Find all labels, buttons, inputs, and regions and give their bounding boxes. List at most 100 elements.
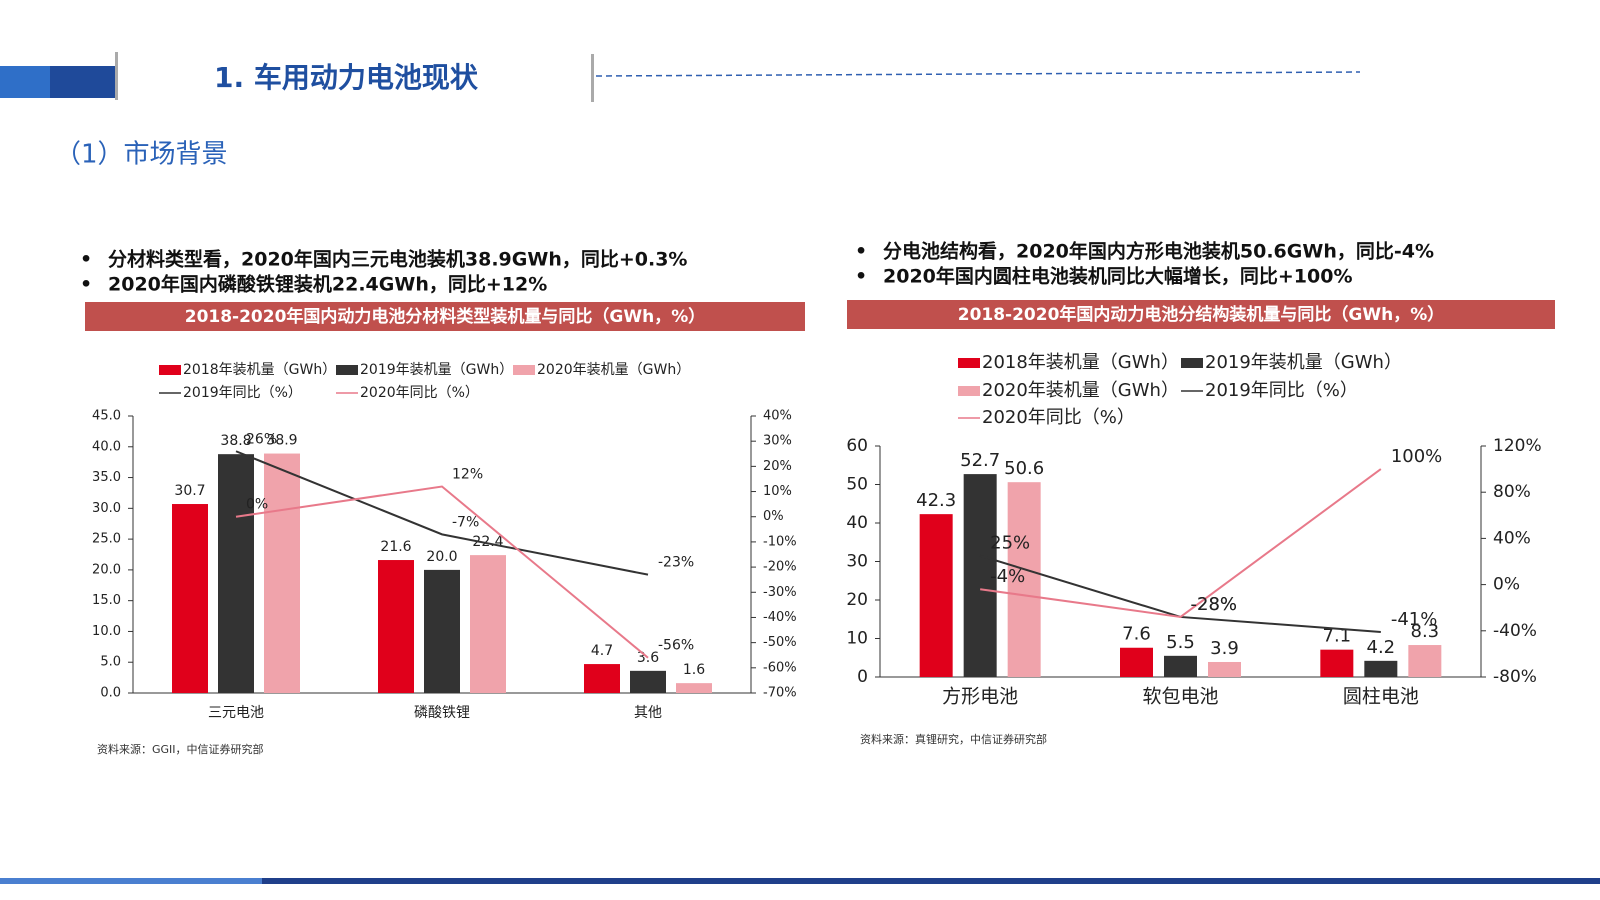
y2-tick-label: 0%: [1493, 575, 1520, 595]
legend-label: 2020年装机量（GWh）: [982, 380, 1179, 401]
bar: [424, 569, 460, 693]
y2-tick-label: 40%: [1493, 528, 1531, 548]
data-label: 4.7: [591, 643, 613, 659]
data-label: -41%: [1391, 609, 1438, 630]
y2-tick-label: -60%: [763, 660, 797, 675]
y-tick-label: 60: [846, 436, 868, 456]
legend-label: 2019年同比（%）: [183, 385, 302, 401]
line-series: [980, 468, 1382, 618]
bar: [584, 664, 620, 693]
data-label: 20.0: [426, 549, 457, 565]
y2-tick-label: 0%: [763, 509, 784, 524]
legend-swatch: [159, 365, 181, 375]
x-tick-label: 其他: [634, 705, 662, 721]
bar: [676, 683, 712, 693]
divider: [115, 52, 118, 100]
y-tick-label: 40: [846, 513, 868, 533]
y-tick-label: 5.0: [100, 655, 121, 670]
dashed-rule: [595, 71, 1361, 77]
y-tick-label: 40.0: [92, 439, 121, 454]
caption-band: [85, 302, 805, 331]
bar: [630, 670, 666, 693]
bullet-dot: •: [80, 249, 92, 271]
bar: [218, 454, 254, 693]
bar: [470, 555, 506, 693]
bar: [919, 514, 953, 677]
y2-tick-label: -10%: [763, 534, 797, 549]
y2-tick-label: 10%: [763, 484, 792, 499]
y2-tick-label: 30%: [763, 434, 792, 449]
y2-tick-label: -30%: [763, 585, 797, 600]
x-tick-label: 圆柱电池: [1343, 686, 1419, 708]
y-tick-label: 20: [846, 590, 868, 610]
data-label: 1.6: [683, 662, 705, 678]
data-label: 7.1: [1323, 626, 1352, 647]
bullet: 2020年国内磷酸铁锂装机22.4GWh，同比+12%: [108, 273, 547, 296]
bar: [172, 504, 208, 693]
bar: [1320, 649, 1354, 677]
data-label: -28%: [1191, 594, 1238, 615]
data-label: 50.6: [1004, 458, 1044, 479]
legend-label: 2019年装机量（GWh）: [1205, 352, 1402, 373]
header-block: [50, 66, 115, 98]
line-series: [235, 450, 649, 576]
data-label: 30.7: [174, 483, 205, 499]
data-label: 21.6: [380, 539, 411, 555]
bar: [1364, 660, 1398, 677]
data-label: 7.6: [1122, 624, 1151, 645]
divider: [591, 54, 594, 102]
y2-tick-label: 80%: [1493, 482, 1531, 502]
legend-swatch: [1181, 358, 1203, 368]
legend-label: 2018年装机量（GWh）: [982, 352, 1179, 373]
data-label: 38.8: [220, 433, 251, 449]
y-tick-label: 15.0: [92, 593, 121, 608]
y-tick-label: 0.0: [100, 686, 121, 701]
bullet-dot: •: [855, 241, 867, 263]
legend-label: 2019年同比（%）: [1205, 380, 1358, 401]
bar: [264, 453, 300, 693]
y-tick-label: 35.0: [92, 470, 121, 485]
footer-bar: [262, 878, 1600, 884]
caption-band: [847, 300, 1555, 329]
legend-label: 2020年同比（%）: [360, 385, 479, 401]
data-label: 8.3: [1411, 621, 1440, 642]
y2-tick-label: -80%: [1493, 667, 1537, 687]
y-tick-label: 10.0: [92, 624, 121, 639]
bullet: 2020年国内圆柱电池装机同比大幅增长，同比+100%: [883, 265, 1353, 288]
y2-tick-label: 40%: [763, 409, 792, 424]
y2-tick-label: -20%: [763, 560, 797, 575]
data-label: 22.4: [472, 534, 503, 550]
data-label: 38.9: [266, 433, 297, 449]
y-tick-label: 10: [846, 629, 868, 649]
bar: [963, 474, 997, 677]
bar: [1164, 655, 1197, 677]
data-label: 12%: [452, 467, 483, 483]
y-tick-label: 20.0: [92, 562, 121, 577]
legend-label: 2020年同比（%）: [982, 407, 1135, 428]
y-tick-label: 30.0: [92, 501, 121, 516]
x-tick-label: 软包电池: [1142, 686, 1218, 708]
y-tick-label: 50: [846, 475, 868, 495]
data-label: -4%: [990, 566, 1025, 587]
data-label: 42.3: [916, 490, 956, 511]
legend-label: 2018年装机量（GWh）: [183, 362, 336, 378]
data-label: 5.5: [1166, 632, 1195, 653]
bar: [1208, 661, 1241, 677]
y2-tick-label: -40%: [1493, 621, 1537, 641]
source-note: 资料来源：GGII，中信证券研究部: [97, 742, 264, 756]
bullet: 分电池结构看，2020年国内方形电池装机50.6GWh，同比-4%: [883, 240, 1434, 263]
y-tick-label: 45.0: [92, 409, 121, 424]
legend-swatch: [958, 358, 980, 368]
bar: [1408, 645, 1442, 677]
bar: [378, 560, 414, 693]
source-note: 资料来源：真锂研究，中信证券研究部: [860, 732, 1047, 746]
legend-label: 2019年装机量（GWh）: [360, 362, 513, 378]
data-label: -28%: [1191, 594, 1238, 615]
y2-tick-label: -70%: [763, 686, 797, 701]
chart-title: 2018-2020年国内动力电池分结构装机量与同比（GWh，%）: [958, 304, 1445, 325]
bullet: 分材料类型看，2020年国内三元电池装机38.9GWh，同比+0.3%: [108, 248, 687, 271]
data-label: -56%: [658, 638, 694, 654]
data-label: 3.9: [1210, 638, 1239, 659]
header-title: 1. 车用动力电池现状: [214, 61, 479, 94]
